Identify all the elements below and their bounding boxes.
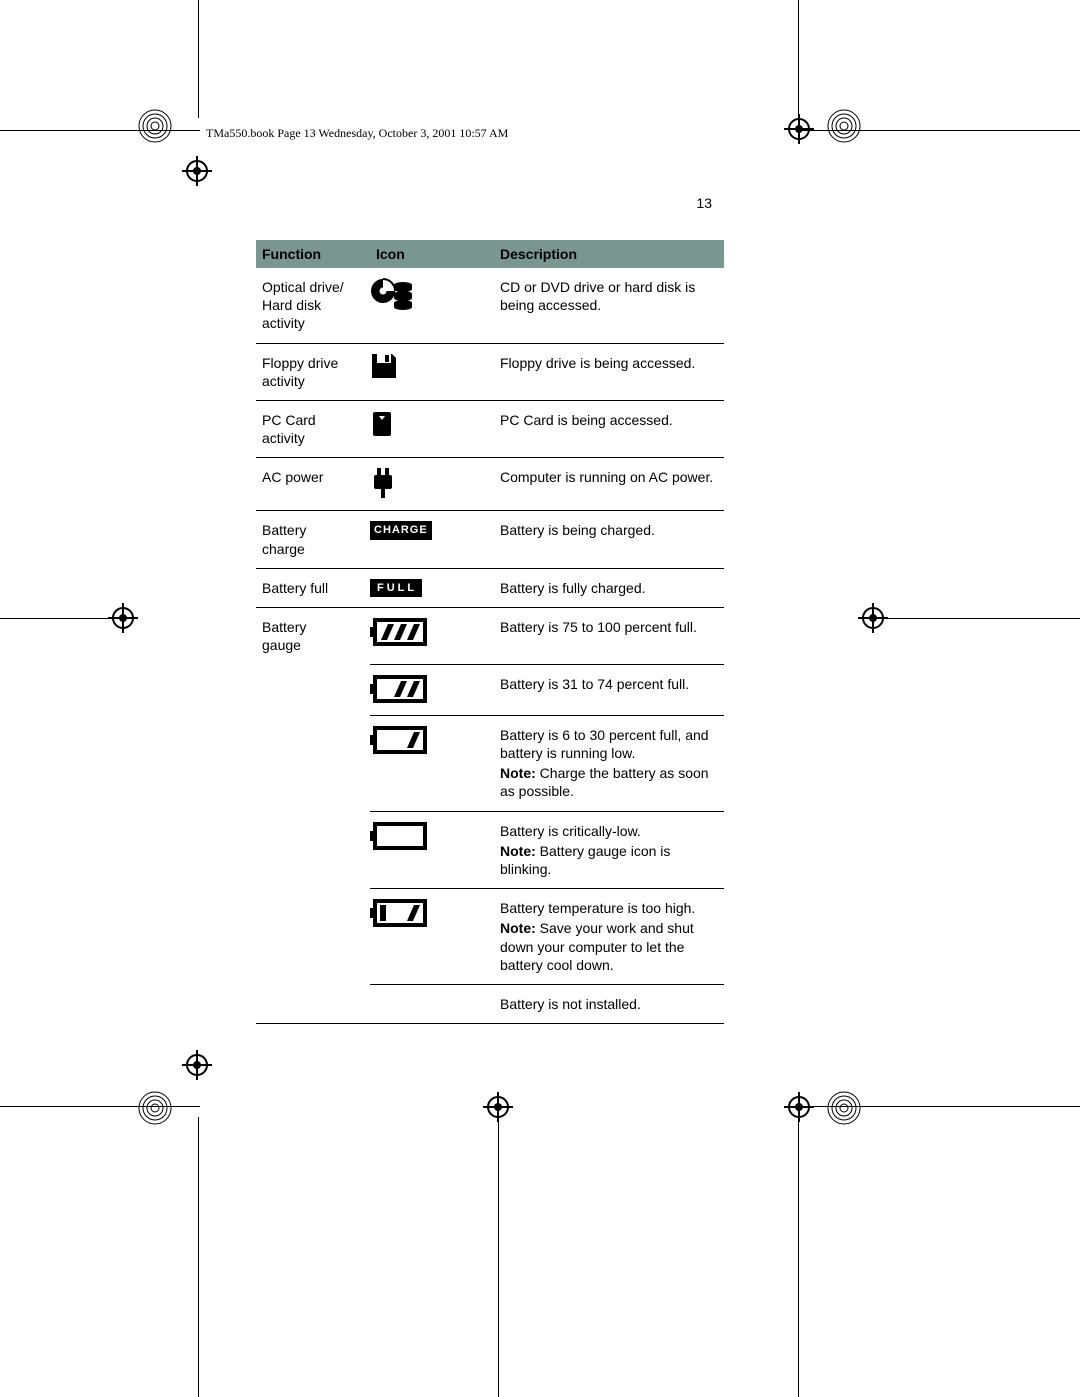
table-row: Battery is critically-low. Note: Battery… [256,811,724,889]
cell-icon [370,607,494,664]
cell-icon [370,400,494,457]
page-number: 13 [696,195,712,211]
cell-icon [370,811,494,889]
registration-mark-icon [826,1090,862,1126]
table-row: PC Card activity PC Card is being access… [256,400,724,457]
cell-icon [370,984,494,1023]
cell-icon [370,889,494,985]
cell-description: Battery is not installed. [494,984,724,1023]
pc-card-icon [370,409,394,439]
battery-temp-icon [370,897,428,929]
crosshair-icon [483,1092,513,1122]
registration-mark-icon [826,108,862,144]
table-row: Optical drive/ Hard disk activity [256,268,724,343]
col-header-description: Description [494,240,724,268]
cell-function: PC Card activity [256,400,370,457]
cell-description: Battery is fully charged. [494,568,724,607]
status-icons-table: Function Icon Description Optical drive/… [256,240,724,1024]
cell-description: Battery is 75 to 100 percent full. [494,607,724,664]
floppy-icon [370,352,398,380]
crosshair-icon [182,156,212,186]
cell-function [256,984,370,1023]
cell-icon [370,268,494,343]
battery-empty-icon [370,820,428,852]
table-row: Battery charge CHARGE Battery is being c… [256,511,724,568]
table-row: Battery is 6 to 30 percent full, and bat… [256,715,724,811]
crop-line [798,0,799,118]
cell-description: PC Card is being accessed. [494,400,724,457]
registration-mark-icon [137,1090,173,1126]
crosshair-icon [108,603,138,633]
table-row: Battery is not installed. [256,984,724,1023]
cell-icon [370,343,494,400]
crosshair-icon [858,603,888,633]
cell-icon: CHARGE [370,511,494,568]
registration-mark-icon [137,108,173,144]
crop-line [0,618,115,619]
table-row: Battery temperature is too high. Note: S… [256,889,724,985]
full-badge-icon: FULL [370,579,422,597]
cell-function: Battery full [256,568,370,607]
crosshair-icon [784,114,814,144]
battery-2bar-icon [370,673,428,705]
cell-function [256,811,370,889]
cell-description: Battery is 6 to 30 percent full, and bat… [494,715,724,811]
cell-description: Battery is 31 to 74 percent full. [494,664,724,715]
crosshair-icon [182,1050,212,1080]
table-row: Battery gauge Battery is 75 to 100 perce… [256,607,724,664]
cell-description: CD or DVD drive or hard disk is being ac… [494,268,724,343]
cell-function [256,889,370,985]
cell-function: Battery charge [256,511,370,568]
charge-badge-icon: CHARGE [370,521,432,539]
cell-function: AC power [256,458,370,511]
cell-function: Battery gauge [256,607,370,664]
cell-function [256,664,370,715]
cell-description: Battery temperature is too high. Note: S… [494,889,724,985]
crop-line [198,0,199,118]
cell-icon [370,458,494,511]
book-header: TMa550.book Page 13 Wednesday, October 3… [206,126,508,141]
cell-function [256,715,370,811]
cell-icon [370,664,494,715]
table-row: Battery full FULL Battery is fully charg… [256,568,724,607]
cell-description: Battery is critically-low. Note: Battery… [494,811,724,889]
crop-line [885,618,1080,619]
optical-hdd-icon [370,276,414,310]
cell-description: Floppy drive is being accessed. [494,343,724,400]
cell-icon: FULL [370,568,494,607]
battery-1bar-icon [370,724,428,756]
cell-description: Computer is running on AC power. [494,458,724,511]
plug-icon [370,466,396,500]
table-row: Floppy drive activity Floppy drive is be… [256,343,724,400]
table-row: AC power Computer is running on AC power… [256,458,724,511]
col-header-icon: Icon [370,240,494,268]
cell-icon [370,715,494,811]
battery-3bar-icon [370,616,428,648]
cell-function: Optical drive/ Hard disk activity [256,268,370,343]
cell-description: Battery is being charged. [494,511,724,568]
crosshair-icon [784,1092,814,1122]
crop-line [498,1117,499,1397]
crop-line [198,1117,199,1397]
table-row: Battery is 31 to 74 percent full. [256,664,724,715]
cell-function: Floppy drive activity [256,343,370,400]
col-header-function: Function [256,240,370,268]
crop-line [798,1117,799,1397]
